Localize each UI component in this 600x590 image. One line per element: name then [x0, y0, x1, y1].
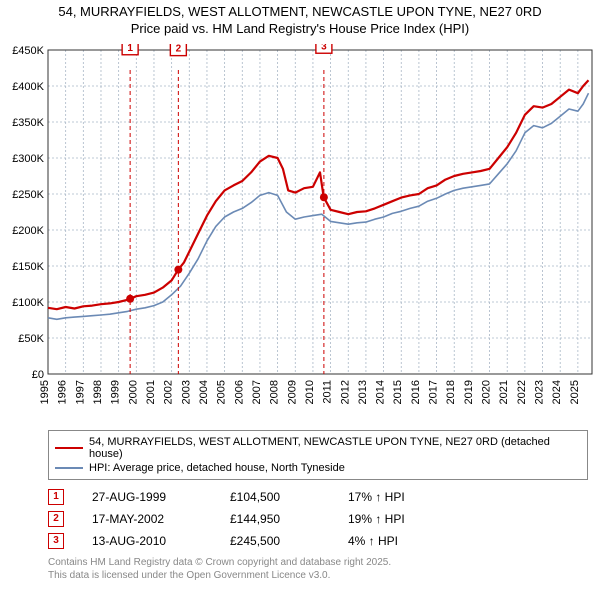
svg-text:1999: 1999 — [110, 380, 122, 404]
attribution-line2: This data is licensed under the Open Gov… — [48, 569, 588, 582]
svg-text:2017: 2017 — [428, 380, 440, 404]
svg-text:2003: 2003 — [180, 380, 192, 404]
transaction-row: 3 13-AUG-2010 £245,500 4% ↑ HPI — [48, 530, 588, 552]
svg-text:£200K: £200K — [12, 225, 44, 237]
chart-title: 54, MURRAYFIELDS, WEST ALLOTMENT, NEWCAS… — [0, 0, 600, 44]
svg-text:£400K: £400K — [12, 81, 44, 93]
svg-text:2005: 2005 — [216, 380, 228, 404]
transaction-delta: 19% ↑ HPI — [348, 512, 405, 526]
transaction-delta: 4% ↑ HPI — [348, 534, 398, 548]
svg-text:£250K: £250K — [12, 189, 44, 201]
transaction-marker: 3 — [48, 533, 64, 549]
svg-text:2025: 2025 — [569, 380, 581, 404]
svg-text:2012: 2012 — [339, 380, 351, 404]
svg-text:£300K: £300K — [12, 153, 44, 165]
svg-text:1: 1 — [127, 44, 133, 54]
svg-text:1997: 1997 — [74, 380, 86, 404]
svg-text:£100K: £100K — [12, 297, 44, 309]
svg-text:2020: 2020 — [481, 380, 493, 404]
chart-area: £0 £50K £100K £150K £200K £250K £300K £350K £400… — [0, 44, 600, 424]
svg-text:2018: 2018 — [445, 380, 457, 404]
svg-text:2016: 2016 — [410, 380, 422, 404]
svg-text:2013: 2013 — [357, 380, 369, 404]
transaction-date: 27-AUG-1999 — [92, 490, 202, 504]
transaction-row: 1 27-AUG-1999 £104,500 17% ↑ HPI — [48, 486, 588, 508]
legend-label: HPI: Average price, detached house, Nort… — [89, 462, 345, 474]
svg-text:£450K: £450K — [12, 45, 44, 57]
svg-text:£150K: £150K — [12, 261, 44, 273]
svg-text:2007: 2007 — [251, 380, 263, 404]
title-line2: Price paid vs. HM Land Registry's House … — [8, 21, 592, 38]
transactions-table: 1 27-AUG-1999 £104,500 17% ↑ HPI 2 17-MAY-200… — [48, 486, 588, 552]
legend-swatch — [55, 447, 83, 449]
svg-text:2001: 2001 — [145, 380, 157, 404]
svg-text:£50K: £50K — [18, 333, 44, 345]
transaction-row: 2 17-MAY-2002 £144,950 19% ↑ HPI — [48, 508, 588, 530]
svg-text:2011: 2011 — [322, 380, 334, 404]
svg-text:2004: 2004 — [198, 380, 210, 404]
legend-label: 54, MURRAYFIELDS, WEST ALLOTMENT, NEWCAS… — [89, 436, 581, 460]
svg-text:2002: 2002 — [163, 380, 175, 404]
svg-text:2000: 2000 — [127, 380, 139, 404]
transaction-date: 17-MAY-2002 — [92, 512, 202, 526]
legend-row: HPI: Average price, detached house, Nort… — [55, 461, 581, 475]
svg-text:2022: 2022 — [516, 380, 528, 404]
attribution: Contains HM Land Registry data © Crown c… — [48, 556, 588, 582]
svg-text:2019: 2019 — [463, 380, 475, 404]
svg-text:2: 2 — [176, 44, 182, 55]
svg-text:£350K: £350K — [12, 117, 44, 129]
svg-text:3: 3 — [321, 44, 327, 52]
transaction-marker: 2 — [48, 511, 64, 527]
legend-swatch — [55, 467, 83, 469]
svg-text:2024: 2024 — [551, 380, 563, 404]
svg-text:2008: 2008 — [269, 380, 281, 404]
svg-text:2006: 2006 — [233, 380, 245, 404]
legend: 54, MURRAYFIELDS, WEST ALLOTMENT, NEWCAS… — [48, 430, 588, 480]
svg-text:2021: 2021 — [498, 380, 510, 404]
transaction-delta: 17% ↑ HPI — [348, 490, 405, 504]
legend-row: 54, MURRAYFIELDS, WEST ALLOTMENT, NEWCAS… — [55, 435, 581, 461]
svg-text:1995: 1995 — [39, 380, 51, 404]
transaction-date: 13-AUG-2010 — [92, 534, 202, 548]
transaction-price: £245,500 — [230, 534, 320, 548]
svg-text:1998: 1998 — [92, 380, 104, 404]
svg-text:1996: 1996 — [57, 380, 69, 404]
title-line1: 54, MURRAYFIELDS, WEST ALLOTMENT, NEWCAS… — [8, 4, 592, 21]
transaction-price: £104,500 — [230, 490, 320, 504]
transaction-price: £144,950 — [230, 512, 320, 526]
svg-text:2014: 2014 — [375, 380, 387, 404]
attribution-line1: Contains HM Land Registry data © Crown c… — [48, 556, 588, 569]
svg-text:2023: 2023 — [534, 380, 546, 404]
svg-text:£0: £0 — [32, 369, 44, 381]
svg-text:2015: 2015 — [392, 380, 404, 404]
transaction-marker: 1 — [48, 489, 64, 505]
svg-text:2010: 2010 — [304, 380, 316, 404]
line-chart-svg: £0 £50K £100K £150K £200K £250K £300K £350K £400… — [0, 44, 600, 424]
svg-text:2009: 2009 — [286, 380, 298, 404]
